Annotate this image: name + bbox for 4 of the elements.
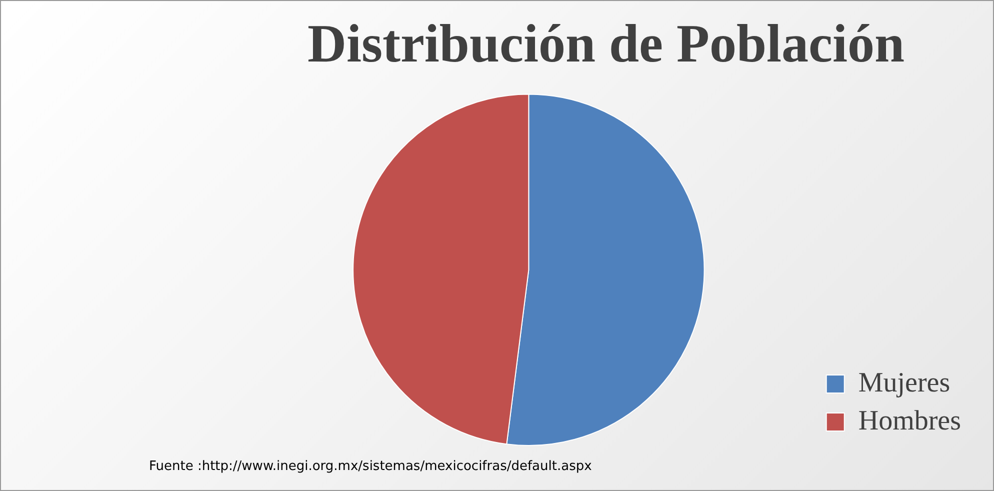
chart-title: Distribución de Población xyxy=(307,13,905,74)
legend-label: Hombres xyxy=(858,405,962,436)
legend-label: Mujeres xyxy=(858,367,950,398)
source-note: Fuente :http://www.inegi.org.mx/sistemas/mexicocifras/default.aspx xyxy=(149,459,592,474)
